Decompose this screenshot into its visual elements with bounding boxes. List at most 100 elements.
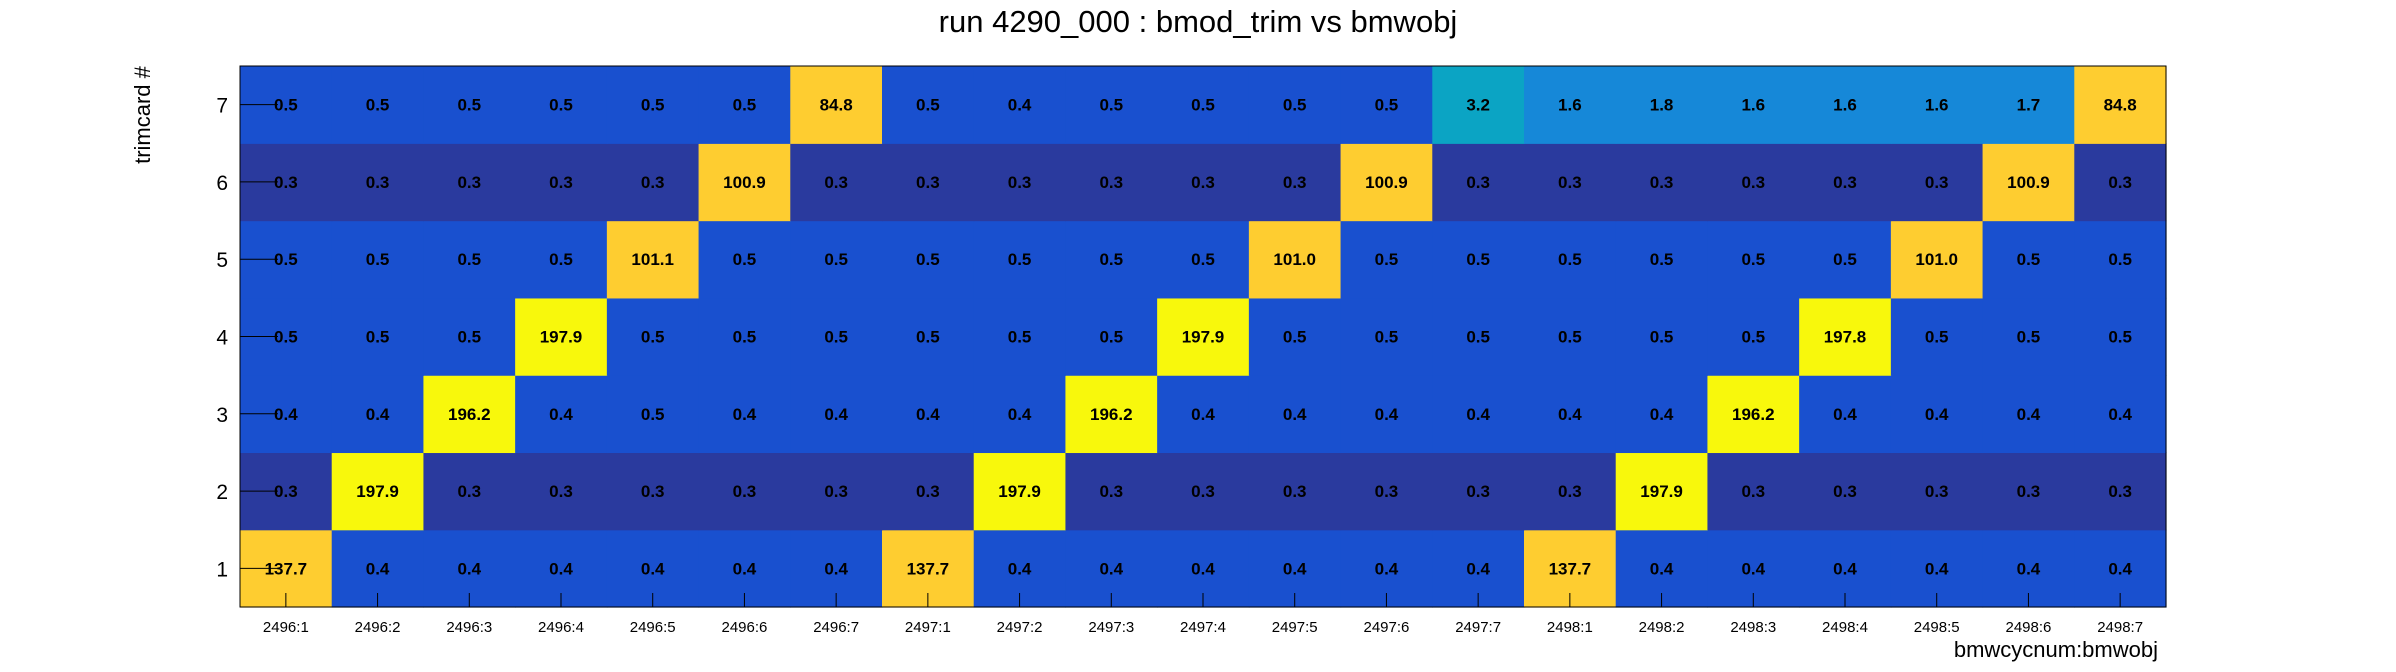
cell-value-label: 0.4 <box>733 559 757 578</box>
heatmap-cell <box>882 297 975 376</box>
x-tick-label: 2497:2 <box>997 619 1043 636</box>
x-tick-label: 2496:2 <box>355 619 401 636</box>
heatmap-cell <box>1799 375 1892 454</box>
heatmap-cell <box>1890 66 1984 144</box>
cell-value-label: 0.5 <box>1833 250 1857 269</box>
cell-value-label: 197.9 <box>998 482 1041 501</box>
heatmap-cell <box>1065 452 1158 531</box>
heatmap-cell <box>698 220 791 299</box>
heatmap-cell <box>331 297 425 376</box>
cell-value-label: 0.5 <box>1008 250 1032 269</box>
cell-value-label: 0.5 <box>274 250 298 269</box>
cell-value-label: 0.3 <box>1833 173 1857 192</box>
cell-value-label: 0.5 <box>366 250 390 269</box>
x-tick-label: 2498:5 <box>1914 619 1960 636</box>
cell-value-label: 0.3 <box>641 482 665 501</box>
cell-value-label: 0.4 <box>1925 405 1949 424</box>
cell-value-label: 0.5 <box>274 328 298 347</box>
cell-value-label: 0.5 <box>824 250 848 269</box>
heatmap-cell <box>1707 297 1800 376</box>
heatmap-cell <box>973 452 1067 531</box>
cell-value-label: 196.2 <box>448 405 491 424</box>
chart-title: run 4290_000 : bmod_trim vs bmwobj <box>939 4 1458 39</box>
cell-value-label: 0.5 <box>1099 328 1123 347</box>
cell-value-label: 0.4 <box>1191 405 1215 424</box>
x-tick-label: 2496:1 <box>263 619 309 636</box>
y-tick-label: 4 <box>216 327 228 350</box>
cell-value-label: 0.5 <box>2108 250 2132 269</box>
cell-value-label: 0.3 <box>2017 482 2041 501</box>
cell-value-label: 0.4 <box>2108 559 2132 578</box>
x-axis-title: bmwcycnum:bmwobj <box>1954 637 2158 662</box>
heatmap-cell <box>1340 375 1433 454</box>
cell-value-label: 0.4 <box>1650 405 1674 424</box>
x-tick-label: 2498:1 <box>1547 619 1593 636</box>
cell-value-label: 0.4 <box>824 559 848 578</box>
cell-value-label: 0.3 <box>1558 173 1582 192</box>
x-tick-label: 2496:6 <box>721 619 767 636</box>
cell-value-label: 0.4 <box>1558 405 1582 424</box>
heatmap-cell <box>973 297 1067 376</box>
cell-value-label: 0.4 <box>1375 405 1399 424</box>
cell-value-label: 100.9 <box>2007 173 2050 192</box>
cell-value-label: 0.4 <box>457 559 481 578</box>
heatmap-cell <box>973 220 1067 299</box>
heatmap-cell <box>1065 220 1158 299</box>
x-tick-label: 2498:7 <box>2097 619 2143 636</box>
heatmap-cell <box>790 66 883 144</box>
cell-value-label: 0.5 <box>457 250 481 269</box>
heatmap-cell <box>1248 143 1342 222</box>
cell-value-label: 100.9 <box>723 173 766 192</box>
cell-value-label: 0.5 <box>824 328 848 347</box>
y-tick-label: 6 <box>216 172 228 195</box>
heatmap-cell <box>2074 66 2167 144</box>
cell-value-label: 196.2 <box>1732 405 1775 424</box>
cell-value-label: 0.4 <box>366 405 390 424</box>
cell-value-label: 1.6 <box>1925 96 1949 115</box>
cell-value-label: 1.7 <box>2017 96 2041 115</box>
cell-value-label: 0.5 <box>1008 328 1032 347</box>
cell-value-label: 0.3 <box>274 173 298 192</box>
cell-value-label: 0.4 <box>549 405 573 424</box>
cell-value-label: 0.5 <box>2017 328 2041 347</box>
cell-value-label: 0.5 <box>549 96 573 115</box>
cell-value-label: 0.3 <box>1466 173 1490 192</box>
cell-value-label: 0.5 <box>1375 96 1399 115</box>
heatmap-cell <box>1799 452 1892 531</box>
y-axis-title: trimcard # <box>130 65 155 164</box>
x-tick-label: 2496:5 <box>630 619 676 636</box>
heatmap-cell <box>515 143 608 222</box>
cell-value-label: 0.3 <box>641 173 665 192</box>
cell-value-label: 0.4 <box>2108 405 2132 424</box>
heatmap-cell <box>423 143 516 222</box>
cell-value-label: 0.3 <box>1099 482 1123 501</box>
cell-value-label: 0.3 <box>2108 482 2132 501</box>
heatmap-cell <box>1524 375 1617 454</box>
heatmap-cell <box>882 220 975 299</box>
heatmap-cell <box>1524 143 1617 222</box>
cell-label-layer: 137.7 0.4 0.4 0.4 0.4 0.4 0.4 137.7 0.4 0.4 0.4 0.4… <box>265 96 2137 579</box>
cell-value-label: 0.4 <box>366 559 390 578</box>
x-tick-label: 2496:3 <box>446 619 492 636</box>
cell-value-label: 0.4 <box>1925 559 1949 578</box>
cell-value-label: 0.4 <box>1741 559 1765 578</box>
cell-value-label: 1.6 <box>1833 96 1857 115</box>
y-axis: 1 2 3 4 5 6 7 <box>216 95 278 581</box>
heatmap-cell <box>1157 220 1250 299</box>
cell-value-label: 0.4 <box>2017 405 2041 424</box>
heatmap-cell <box>1615 143 1709 222</box>
cell-value-label: 0.4 <box>1650 559 1674 578</box>
heatmap-cell <box>606 297 700 376</box>
x-tick-label: 2498:6 <box>2005 619 2051 636</box>
heatmap-cell <box>1707 375 1800 454</box>
cell-value-label: 0.5 <box>457 328 481 347</box>
cell-value-label: 0.3 <box>1466 482 1490 501</box>
cell-value-label: 197.8 <box>1824 328 1867 347</box>
heatmap-cell <box>331 66 425 144</box>
heatmap-cell <box>606 375 700 454</box>
cell-value-label: 0.5 <box>916 328 940 347</box>
x-tick-label: 2498:2 <box>1639 619 1685 636</box>
heatmap-cell <box>790 375 883 454</box>
cell-value-label: 0.3 <box>1099 173 1123 192</box>
